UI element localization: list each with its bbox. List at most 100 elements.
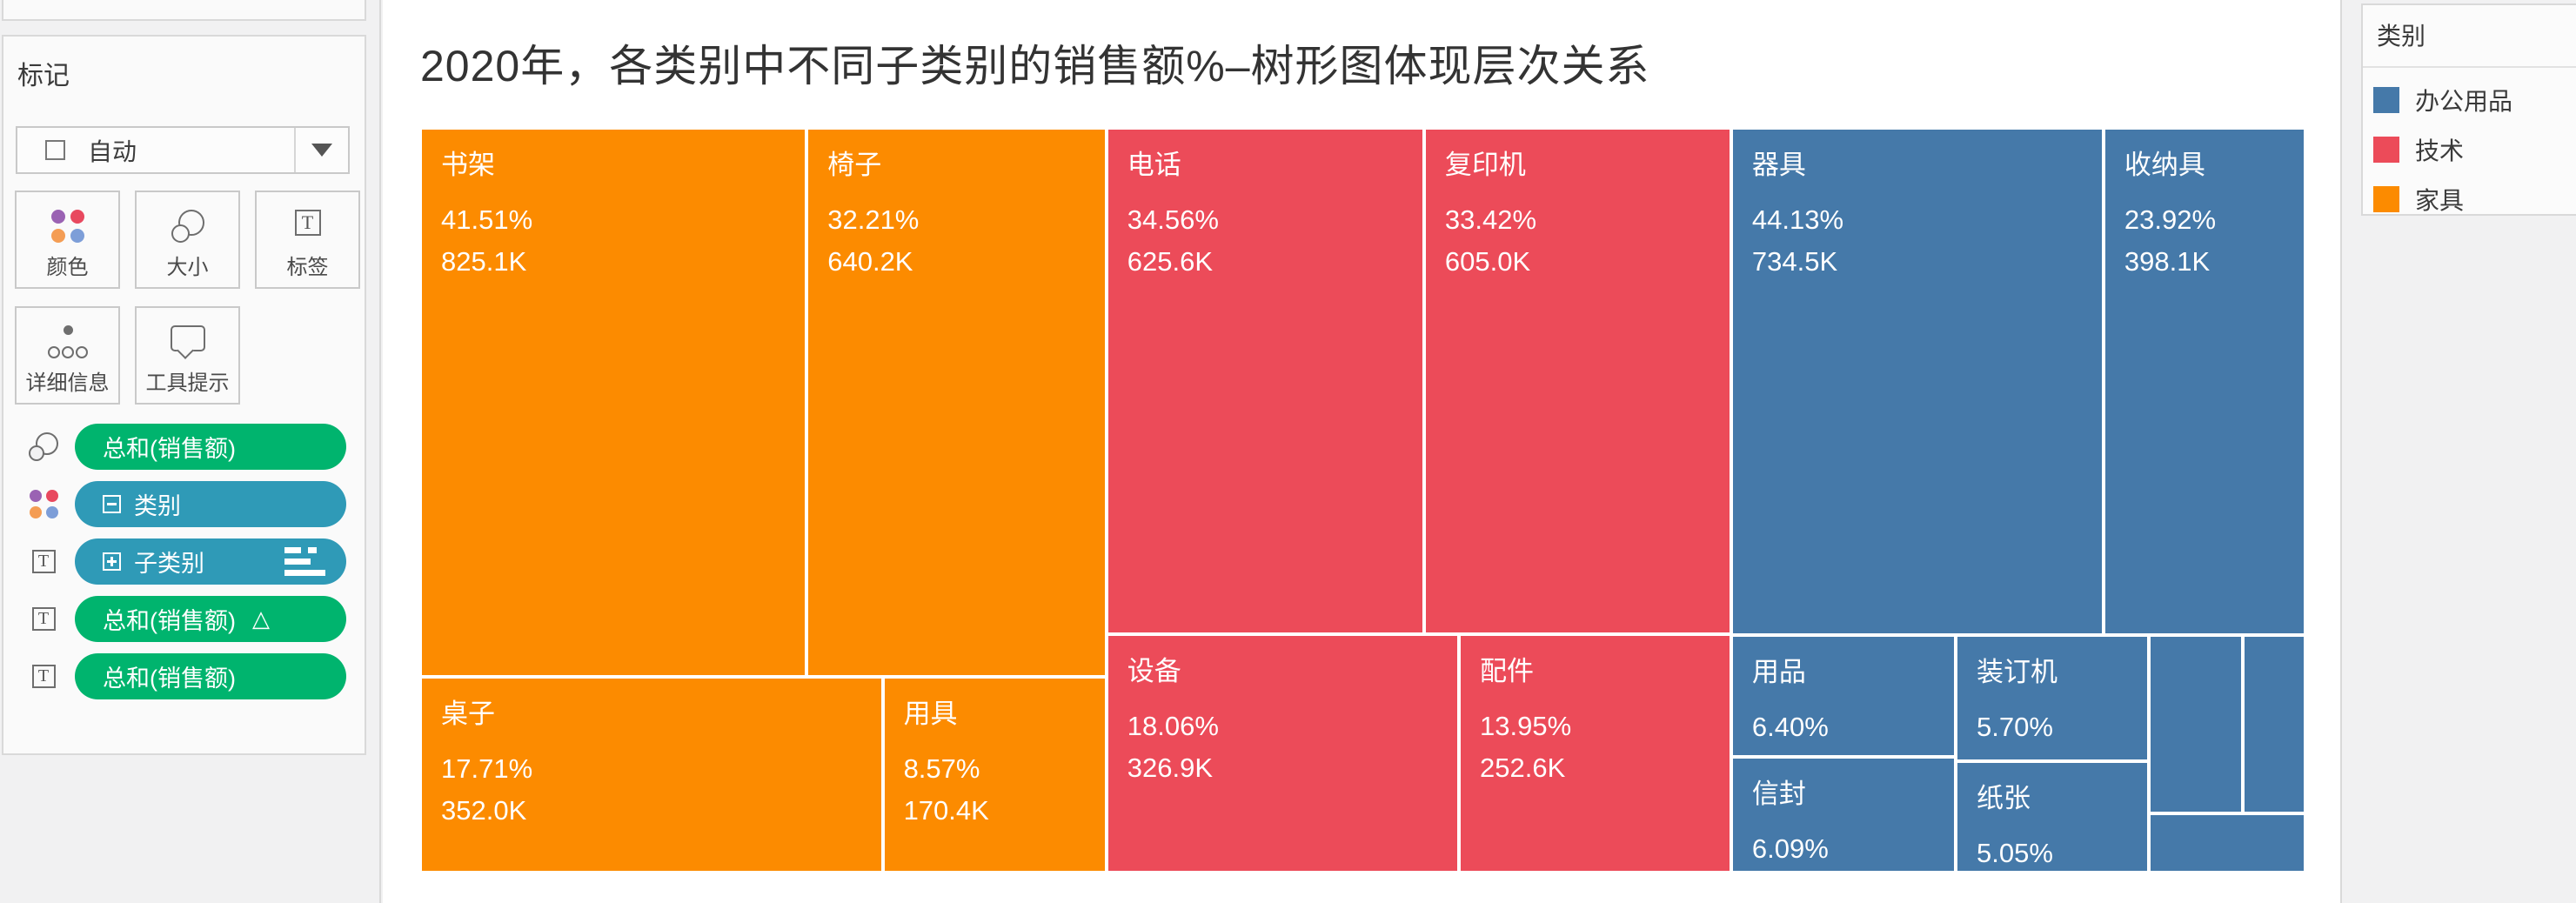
legend-swatch [2373, 86, 2399, 113]
treemap-cell-设备[interactable]: 设备 18.06% 326.9K [1106, 633, 1459, 873]
pill-总和(销售额)[interactable]: 总和(销售额) △ [75, 596, 346, 642]
legend-title: 类别 [2377, 23, 2426, 50]
legend-swatch [2373, 136, 2399, 163]
cell-value: 605.0K [1444, 246, 1531, 277]
treemap-cell-配件[interactable]: 配件 13.95% 252.6K [1459, 633, 1731, 873]
cell-pct: 5.70% [1977, 711, 2053, 742]
marks-card: 标记 自动 颜色 大小 标签 [2, 35, 366, 755]
shelf-icon [12, 490, 75, 518]
chart-title: 2020年，各类别中不同子类别的销售额%–树形图体现层次关系 [420, 42, 1650, 90]
treemap: 书架 41.51% 825.1K 椅子 32.21% 640.2K 桌子 17.71% 352.… [420, 128, 2305, 873]
legend-card: 类别 办公用品 技术 家具 [2361, 3, 2576, 216]
cell-value: 326.9K [1127, 752, 1214, 783]
pill-子类别[interactable]: 子类别 [75, 538, 346, 585]
tooltip-button[interactable]: 工具提示 [135, 306, 240, 405]
cell-value: 734.5K [1751, 246, 1838, 277]
minus-box-icon [103, 495, 121, 513]
size-icon [171, 210, 204, 243]
cell-pct: 44.13% [1751, 204, 1844, 235]
cell-label: 书架 [441, 150, 495, 180]
treemap-cell-unlabeled[interactable] [2149, 813, 2305, 873]
pill-row: 子类别 [12, 538, 346, 585]
cell-value: 825.1K [441, 246, 527, 277]
pill-row: 总和(销售额) [12, 424, 346, 470]
treemap-cell-器具[interactable]: 器具 44.13% 734.5K [1730, 128, 2104, 635]
treemap-cell-桌子[interactable]: 桌子 17.71% 352.0K [420, 677, 883, 873]
label-button[interactable]: 标签 [255, 191, 360, 289]
treemap-cell-用具[interactable]: 用具 8.57% 170.4K [882, 677, 1107, 873]
mark-type-dropdown[interactable]: 自动 [16, 126, 350, 174]
pill-label: 子类别 [134, 551, 204, 577]
treemap-cell-装订机[interactable]: 装订机 5.70% [1956, 634, 2150, 761]
legend-item-furniture[interactable]: 家具 [2363, 174, 2576, 224]
shelf-icon [12, 550, 75, 573]
pill-row: 类别 [12, 481, 346, 527]
treemap-cell-unlabeled[interactable] [2243, 634, 2305, 813]
legend-swatch [2373, 185, 2399, 212]
cell-label: 椅子 [827, 150, 882, 180]
pill-总和(销售额)[interactable]: 总和(销售额) [75, 653, 346, 699]
mark-type-dropdown-button[interactable] [296, 144, 348, 157]
size-button[interactable]: 大小 [135, 191, 240, 289]
treemap-cell-unlabeled[interactable] [2149, 634, 2244, 813]
legend-label: 办公用品 [2415, 87, 2513, 115]
treemap-cell-复印机[interactable]: 复印机 33.42% 605.0K [1423, 128, 1731, 634]
pill-总和(销售额)[interactable]: 总和(销售额) [75, 424, 346, 470]
cell-value: 170.4K [903, 795, 989, 826]
shelf-icon [12, 665, 75, 688]
treemap-cell-用品[interactable]: 用品 6.40% [1730, 634, 1956, 757]
cell-value: 640.2K [827, 246, 913, 277]
treemap-cell-椅子[interactable]: 椅子 32.21% 640.2K [806, 128, 1107, 678]
shape-square-icon [45, 140, 65, 160]
main-canvas: 2020年，各类别中不同子类别的销售额%–树形图体现层次关系 书架 41.51% 8… [383, 0, 2340, 903]
cell-pct: 8.57% [903, 753, 980, 785]
shelf-icon [12, 607, 75, 631]
detail-button[interactable]: 详细信息 [15, 306, 120, 405]
cell-pct: 6.09% [1751, 833, 1829, 864]
cell-pct: 5.05% [1977, 837, 2053, 868]
treemap-cell-电话[interactable]: 电话 34.56% 625.6K [1106, 128, 1424, 634]
legend-label: 技术 [2415, 137, 2465, 164]
cell-label: 纸张 [1977, 782, 2031, 813]
cell-value: 252.6K [1480, 752, 1566, 783]
mark-type-label: 自动 [88, 137, 137, 165]
cell-label: 装订机 [1977, 656, 2058, 687]
marks-buttons: 颜色 大小 标签 详细信息 工具提示 [15, 191, 360, 405]
treemap-cell-收纳具[interactable]: 收纳具 23.92% 398.1K [2103, 128, 2305, 635]
cell-pct: 13.95% [1480, 710, 1572, 741]
cell-pct: 41.51% [441, 204, 533, 235]
card-above-marks [2, 0, 366, 21]
treemap-cell-书架[interactable]: 书架 41.51% 825.1K [420, 128, 807, 678]
cell-value: 625.6K [1127, 246, 1214, 277]
pill-类别[interactable]: 类别 [75, 481, 346, 527]
cell-label: 收纳具 [2124, 150, 2205, 180]
cell-label: 信封 [1751, 778, 1806, 809]
sidebar: 标记 自动 颜色 大小 标签 [0, 0, 381, 903]
cell-value: 398.1K [2124, 246, 2211, 277]
cell-pct: 17.71% [441, 753, 533, 785]
treemap-cell-纸张[interactable]: 纸张 5.05% [1956, 760, 2150, 873]
button-label: 大小 [166, 256, 209, 279]
sort-bars-icon[interactable] [284, 547, 325, 576]
pill-row: 总和(销售额) △ [12, 596, 346, 642]
cell-pct: 34.56% [1127, 204, 1219, 235]
pill-label: 总和(销售额) [103, 666, 236, 692]
cell-label: 桌子 [441, 699, 495, 730]
legend-label: 家具 [2415, 186, 2465, 214]
color-button[interactable]: 颜色 [15, 191, 120, 289]
treemap-cell-信封[interactable]: 信封 6.09% [1730, 756, 1956, 873]
cell-label: 用具 [903, 699, 958, 730]
delta-icon: △ [251, 605, 270, 632]
pill-label: 总和(销售额) [103, 608, 236, 634]
cell-pct: 23.92% [2124, 204, 2217, 235]
cell-label: 配件 [1480, 655, 1535, 686]
label-icon [294, 210, 321, 236]
legend-item-technology[interactable]: 技术 [2363, 124, 2576, 174]
tooltip-icon [170, 325, 205, 351]
pill-shelf: 总和(销售额)类别子类别总和(销售额)△总和(销售额) [12, 424, 346, 699]
label-icon [31, 550, 56, 573]
cell-label: 器具 [1751, 150, 1806, 180]
divider [294, 128, 296, 172]
legend-item-office-supplies[interactable]: 办公用品 [2363, 75, 2576, 124]
